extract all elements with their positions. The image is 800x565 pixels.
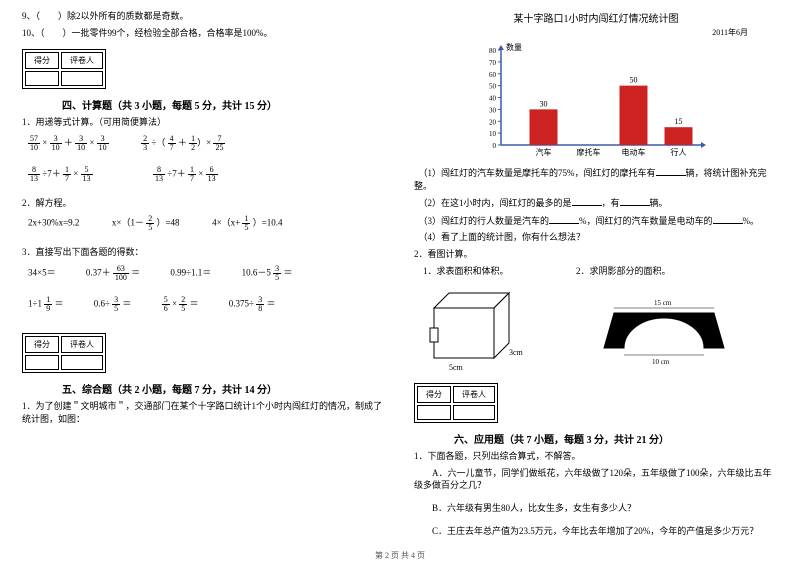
- r-q4: （4）看了上面的统计图，你有什么想法？: [414, 231, 778, 244]
- cube-figure: 3cm 5cm: [414, 283, 534, 373]
- svg-text:70: 70: [489, 59, 497, 67]
- svg-text:50: 50: [630, 76, 638, 85]
- svg-text:0: 0: [493, 142, 497, 150]
- svg-text:5cm: 5cm: [449, 363, 464, 372]
- svg-text:60: 60: [489, 71, 497, 79]
- section-4-title: 四、计算题（共 3 小题，每题 5 分，共计 15 分）: [62, 97, 382, 112]
- r-p2: 2．看图计算。: [414, 248, 778, 261]
- s4-q1: 1．用递等式计算。（可用简便算法）: [22, 116, 382, 129]
- r-p2-sub: 1．求表面积和体积。 2．求阴影部分的面积。: [414, 265, 778, 278]
- svg-text:80: 80: [489, 47, 497, 55]
- section-5-title: 五、综合题（共 2 小题，每题 7 分，共计 14 分）: [62, 381, 382, 396]
- question-9: 9、（ ）除2以外所有的质数都是奇数。: [22, 10, 382, 23]
- svg-text:汽车: 汽车: [536, 147, 552, 157]
- s5-q1: 1．为了创建＂文明城市＂，交通部门在某个十字路口统计1个小时内闯红灯的情况，制成…: [22, 400, 382, 425]
- svg-text:15: 15: [675, 117, 683, 126]
- section-6-title: 六、应用题（共 7 小题，每题 3 分，共计 21 分）: [454, 431, 778, 446]
- s4-q3: 3．直接写出下面各题的得数：: [22, 246, 382, 259]
- svg-text:50: 50: [489, 83, 497, 91]
- svg-text:15 cm: 15 cm: [654, 299, 672, 307]
- svg-text:摩托车: 摩托车: [577, 147, 601, 157]
- marker-label: 评卷人: [61, 52, 103, 69]
- score-label: 得分: [25, 52, 59, 69]
- score-box-3: 得分 评卷人: [414, 383, 498, 423]
- expr-row-5: 1÷1 19 ＝ 0.6÷ 35 ＝ 56 × 25 ＝ 0.375÷ 38 ＝: [28, 296, 382, 313]
- expr-row-1: 5710 × 310 ＋ 310 × 310 23 ÷（ 47 ＋ 12）× 7…: [28, 135, 382, 152]
- svg-text:10: 10: [489, 130, 497, 138]
- svg-text:30: 30: [540, 99, 548, 108]
- r-q2: （2）在这1小时内，闯红灯的最多的是，有辆。: [414, 196, 778, 210]
- score-box-2: 得分 评卷人: [22, 333, 106, 373]
- r-q3: （3）闯红灯的行人数量是汽车的%，闯红灯的汽车数量是电动车的%。: [414, 214, 778, 228]
- svg-text:3cm: 3cm: [509, 348, 524, 357]
- svg-text:数量: 数量: [506, 42, 522, 52]
- left-column: 9、（ ）除2以外所有的质数都是奇数。 10、（ ）一批零件99个，经检验全部合…: [0, 0, 400, 540]
- bar-chart: 数量 0 10 20 30 40 50 60 70 80 30 汽车 摩托车 50 电动车 15 行人: [471, 40, 721, 160]
- s4-q2: 2．解方程。: [22, 197, 382, 210]
- right-column: 某十字路口1小时内闯红灯情况统计图 2011年6月 数量 0 10 20 30 40 50 6…: [400, 0, 800, 540]
- question-10: 10、（ ）一批零件99个，经检验全部合格，合格率是100%。: [22, 27, 382, 40]
- score-box: 得分 评卷人: [22, 49, 106, 89]
- s6-qC: C．王庄去年总产值为23.5万元，今年比去年增加了20%，今年的产值是多少万元？: [414, 525, 778, 538]
- r-q1: （1）闯红灯的汽车数量是摩托车的75%，闯红灯的摩托车有辆，将统计图补充完整。: [414, 166, 778, 192]
- svg-text:20: 20: [489, 118, 497, 126]
- svg-text:40: 40: [489, 95, 497, 103]
- arch-figure: 15 cm 10 cm: [594, 293, 734, 373]
- s6-q1: 1．下面各题，只列出综合算式，不解答。: [414, 450, 778, 463]
- page-footer: 第 2 页 共 4 页: [0, 550, 800, 561]
- expr-row-2: 813 ÷7＋ 17 × 513 813 ÷7＋ 17 × 613: [28, 166, 382, 183]
- svg-text:电动车: 电动车: [622, 147, 646, 157]
- expr-row-3: 2x+30%x=9.2 x×（1－ 25 ）=48 4×（x+ 15 ）=10.…: [28, 215, 382, 232]
- svg-text:行人: 行人: [671, 147, 687, 157]
- s6-qB: B．六年级有男生80人，比女生多，女生有多少人？: [414, 502, 778, 515]
- s6-qA: A．六一儿童节，同学们做纸花，六年级做了120朵，五年级做了100朵，六年级比五…: [414, 467, 778, 492]
- figures-row: 3cm 5cm 15 cm 10 cm: [414, 283, 778, 373]
- svg-text:10 cm: 10 cm: [652, 358, 670, 366]
- chart-title: 某十字路口1小时内闯红灯情况统计图: [414, 10, 778, 25]
- expr-row-4: 34×5＝ 0.37＋ 63100 ＝ 0.99÷1.1＝ 10.6－5 35 …: [28, 265, 382, 282]
- chart-date: 2011年6月: [414, 27, 748, 38]
- svg-text:30: 30: [489, 106, 497, 114]
